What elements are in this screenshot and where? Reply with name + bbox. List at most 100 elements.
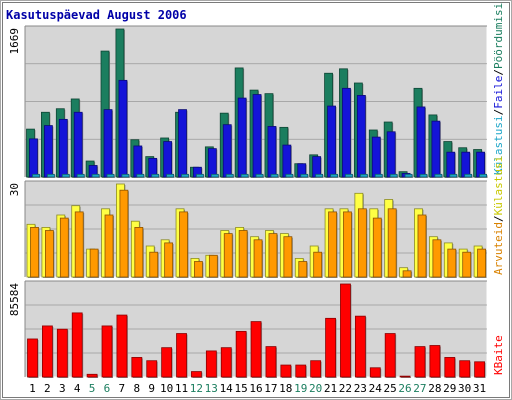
bar-kbytes-day-28 [429, 345, 441, 378]
x-tick-label-day-6: 6 [104, 382, 111, 395]
bar-files-day-1 [29, 138, 38, 178]
bar-files-day-25 [386, 131, 396, 178]
x-tick-label-day-23: 23 [354, 382, 367, 395]
bar-kbytes-day-11 [176, 333, 187, 378]
bar-hosts-day-22 [343, 211, 352, 278]
x-tick-label-day-7: 7 [119, 382, 126, 395]
x-tick-label-day-27: 27 [413, 382, 426, 395]
bar-files-day-7 [118, 79, 128, 178]
bar-kbytes-day-15 [235, 330, 247, 378]
panel-visits-legend: Arvuteid/Külastusi [492, 156, 505, 275]
legend-entry: Pöördumisi [492, 3, 505, 69]
x-tick-label-day-21: 21 [324, 382, 337, 395]
bar-visits-small-day-14 [225, 173, 234, 178]
bar-visits-small-day-8 [136, 173, 145, 178]
bar-hosts-day-8 [134, 226, 144, 278]
bar-kbytes-day-18 [280, 364, 292, 378]
bar-hosts-day-2 [45, 230, 54, 278]
bar-files-day-23 [356, 95, 366, 178]
x-tick-label-day-31: 31 [473, 382, 486, 395]
x-tick-label-day-10: 10 [160, 382, 173, 395]
bar-kbytes-day-29 [444, 357, 456, 378]
bar-visits-small-day-25 [389, 173, 398, 178]
bar-hosts-day-29 [447, 248, 457, 278]
bar-kbytes-day-23 [354, 315, 366, 378]
bar-visits-small-day-22 [345, 173, 353, 178]
bar-hosts-day-27 [417, 214, 427, 278]
bar-files-day-13 [207, 148, 217, 178]
bar-kbytes-day-27 [414, 346, 426, 378]
panel-visits: 30 Arvuteid/Külastusi [8, 156, 505, 278]
bar-visits-small-day-3 [61, 173, 70, 178]
chart-title: Kasutuspäevad August 2006 [6, 8, 187, 22]
bar-kbytes-day-2 [42, 325, 53, 378]
bar-kbytes-day-8 [131, 357, 143, 378]
bar-hosts-day-16 [253, 239, 263, 278]
legend-entry: / [492, 215, 505, 222]
bar-hosts-day-18 [283, 236, 293, 278]
bar-visits-small-day-21 [330, 173, 338, 178]
x-tick-label-day-1: 1 [29, 382, 36, 395]
panel-visits-ymax-label: 30 [8, 183, 21, 196]
bar-visits-small-day-6 [106, 173, 115, 178]
bar-hosts-day-28 [432, 239, 442, 278]
bar-visits-small-day-16 [255, 173, 264, 178]
bar-visits-small-day-27 [419, 173, 428, 178]
bar-files-day-29 [446, 151, 456, 178]
bar-hosts-day-21 [328, 211, 337, 278]
bar-hosts-day-10 [164, 242, 174, 278]
bar-files-day-24 [371, 136, 381, 178]
bar-hosts-day-20 [313, 251, 323, 278]
bar-files-day-11 [178, 109, 187, 178]
bar-kbytes-day-9 [146, 360, 158, 378]
bar-hosts-day-26 [402, 270, 412, 278]
x-axis: 1 2 3 4 5 6 7 8 9 10 11 12 13 14 15 16 17 18 19 20 21 22 23 24 2… [29, 382, 486, 395]
legend-entry: Külastusi [492, 115, 505, 175]
bar-hosts-day-14 [223, 233, 233, 278]
bar-files-day-27 [416, 106, 426, 178]
bar-files-day-8 [133, 145, 143, 178]
bar-visits-small-day-28 [434, 173, 443, 178]
bar-files-day-4 [73, 111, 83, 178]
bar-visits-small-day-20 [315, 173, 324, 178]
bar-hosts-day-24 [372, 217, 382, 278]
bar-visits-small-day-31 [479, 173, 487, 178]
x-tick-label-day-20: 20 [309, 382, 322, 395]
bar-visits-small-day-5 [91, 173, 100, 178]
bar-kbytes-day-13 [205, 350, 217, 378]
bar-files-day-10 [163, 141, 173, 178]
bar-visits-small-day-12 [196, 173, 204, 178]
bar-hosts-day-6 [104, 214, 114, 278]
bar-files-day-3 [58, 118, 68, 178]
bar-hosts-day-19 [298, 261, 308, 278]
panel-kbytes-ymax-label: 85584 [8, 283, 21, 316]
bar-visits-small-day-30 [464, 173, 473, 178]
bar-files-day-30 [461, 151, 471, 178]
bar-hosts-day-23 [357, 208, 367, 278]
bar-visits-small-day-26 [404, 173, 413, 178]
bar-hosts-day-5 [89, 248, 99, 278]
bar-visits-small-day-15 [240, 173, 249, 178]
bar-hosts-day-31 [477, 248, 486, 278]
x-tick-label-day-3: 3 [59, 382, 66, 395]
bar-visits-small-day-9 [151, 173, 160, 178]
bar-kbytes-day-21 [325, 317, 336, 378]
bar-hosts-day-1 [30, 226, 39, 278]
bar-visits-small-day-1 [32, 173, 40, 178]
panel-kbytes-legend: KBaite [492, 335, 505, 375]
x-tick-label-day-25: 25 [384, 382, 397, 395]
panel-kbytes: 85584 KBaite [8, 280, 505, 378]
bar-visits-small-day-11 [181, 173, 189, 178]
bar-kbytes-day-4 [71, 312, 83, 378]
bar-files-day-18 [282, 144, 292, 178]
bar-kbytes-day-10 [161, 347, 173, 378]
x-tick-label-day-9: 9 [148, 382, 155, 395]
legend-entry: / [492, 69, 505, 76]
bar-files-day-22 [342, 87, 351, 178]
bar-kbytes-day-6 [101, 325, 113, 378]
bar-kbytes-day-26-shadow [401, 377, 412, 378]
x-tick-label-day-18: 18 [279, 382, 292, 395]
x-tick-label-day-2: 2 [44, 382, 51, 395]
